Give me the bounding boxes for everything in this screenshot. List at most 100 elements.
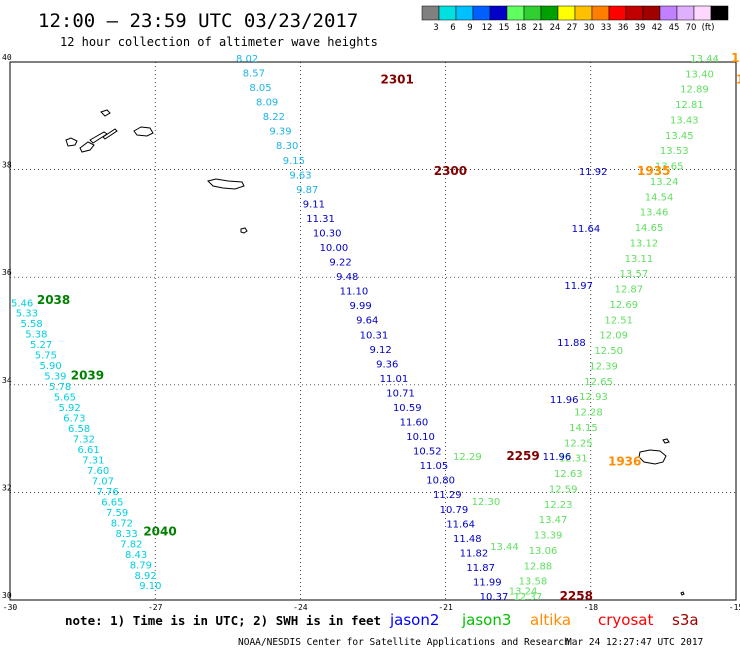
wave-height-value: 10.10 (406, 432, 435, 443)
wave-height-value: 13.12 (630, 238, 659, 249)
wave-height-value: 12.88 (524, 561, 553, 572)
island-outline (89, 131, 108, 144)
pass-time-label: 2300 (434, 164, 467, 178)
colorbar-label: 18 (516, 23, 527, 33)
wave-height-value: 5.65 (54, 393, 76, 404)
colorbar-label: 27 (567, 23, 578, 33)
wave-height-value: 7.59 (106, 508, 128, 519)
wave-height-value: 12.30 (472, 497, 501, 508)
wave-height-value: 13.53 (660, 146, 689, 157)
wave-height-value: 7.07 (92, 476, 114, 487)
colorbar-label: 12 (482, 23, 493, 33)
colorbar-swatch (557, 5, 576, 21)
pass-time-label: 2039 (71, 368, 104, 382)
wave-height-value: 13.58 (519, 577, 548, 588)
track-jason3: 13.44 13.40 12.89 12.81 13.43 13.45 13.53 13.65… (514, 54, 719, 603)
wave-height-value: 5.39 (44, 372, 66, 383)
colorbar-label: 15 (499, 23, 510, 33)
wave-height-value: 12.51 (604, 315, 633, 326)
wave-height-value: 13.44 (490, 542, 519, 553)
colorbar-swatch (421, 5, 440, 21)
pass-time-label: 1936 (608, 455, 641, 469)
wave-height-value: 10.79 (440, 505, 469, 516)
wave-height-value: 11.48 (453, 534, 482, 545)
wave-height-value: 6.61 (77, 445, 99, 456)
wave-height-value: 13.43 (670, 115, 699, 126)
colorbar-label: 45 (669, 23, 680, 33)
wave-height-value: 12.65 (584, 377, 613, 388)
island-outline (100, 109, 111, 117)
pass-time-label: 19 (731, 51, 740, 65)
wave-height-value: 8.33 (115, 529, 137, 540)
wave-height-value: 5.27 (30, 340, 52, 351)
wave-height-value: 12.28 (574, 408, 603, 419)
colorbar-swatch (523, 5, 542, 21)
wave-height-value: 14.15 (569, 423, 598, 434)
wave-height-value: 5.33 (16, 309, 38, 320)
wave-height-value: 13.47 (539, 515, 568, 526)
wave-height-value: 12.89 (680, 85, 709, 96)
wave-height-value: 7.82 (120, 539, 142, 550)
satellite-legend-s3a: s3a (672, 611, 699, 629)
wave-height-value: 14.65 (635, 223, 664, 234)
wave-height-value: 12.50 (594, 346, 623, 357)
credit-line: NOAA/NESDIS Center for Satellite Applica… (238, 637, 570, 648)
wave-height-value: 11.01 (380, 374, 409, 385)
wave-height-value: 5.78 (49, 382, 71, 393)
wave-height-value: 11.99 (473, 577, 502, 588)
track-jason3-b: 12.29 12.30 13.44 13.24 2258 (453, 452, 593, 603)
wave-height-value: 9.48 (336, 272, 358, 283)
wave-height-value: 8.02 (236, 54, 258, 65)
wave-height-value: 10.52 (413, 447, 442, 458)
colorbar-label: 24 (550, 23, 561, 33)
colorbar-swatch (608, 5, 627, 21)
lat-tick-label: 40 (2, 53, 12, 62)
colorbar-label: 6 (450, 23, 455, 33)
timestamp: Mar 24 12:27:47 UTC 2017 (566, 637, 703, 648)
wave-height-value: 11.96 (550, 395, 579, 406)
colorbar-label: 30 (584, 23, 595, 33)
track-jason2: 8.02 8.57 8.05 8.09 8.22 9.39 8.30 9.15 9.63 9.87… (236, 54, 540, 603)
wave-height-value: 10.59 (393, 403, 422, 414)
wave-height-value: 7.32 (73, 435, 95, 446)
colorbar-swatch (472, 5, 491, 21)
wave-height-value: 5.75 (35, 351, 57, 362)
lon-tick-label: -15 (729, 603, 740, 612)
wave-height-value: 13.24 (509, 587, 538, 598)
wave-height-value: 5.90 (39, 361, 61, 372)
island-outline (240, 227, 248, 234)
colorbar-swatch (625, 5, 644, 21)
colorbar-label: 39 (635, 23, 646, 33)
wave-height-value: 10.80 (426, 476, 455, 487)
wave-height-value: 13.24 (650, 177, 679, 188)
wave-height-value: 11.29 (433, 490, 462, 501)
wave-height-value: 13.06 (529, 546, 558, 557)
colorbar-swatch (693, 5, 712, 21)
wave-height-value: 11.64 (572, 224, 601, 235)
wave-height-value: 5.38 (25, 330, 47, 341)
wave-height-value: 9.11 (303, 199, 325, 210)
island-outline (207, 178, 245, 190)
wave-height-value: 9.12 (369, 345, 391, 356)
wave-height-value: 12.23 (544, 500, 573, 511)
wave-height-value: 9.64 (356, 316, 378, 327)
satellite-legend-jason3: jason3 (461, 611, 511, 629)
wave-height-value: 10.00 (320, 243, 349, 254)
colorbar-swatch (574, 5, 593, 21)
footnote: note: 1) Time is in UTC; 2) SWH is in fe… (65, 613, 381, 628)
wave-height-value: 6.73 (63, 414, 85, 425)
wave-height-value: 11.60 (400, 418, 429, 429)
wave-height-value: 9.10 (139, 581, 161, 592)
lat-lon-grid (10, 62, 736, 600)
wave-height-value: 13.39 (534, 531, 563, 542)
wave-height-value: 8.57 (243, 69, 265, 80)
colorbar-swatch (489, 5, 508, 21)
wave-height-value: 7.31 (82, 455, 104, 466)
wave-height-value: 13.57 (620, 269, 649, 280)
pass-time-label: 2259 (506, 449, 539, 463)
wave-height-value: 8.72 (111, 518, 133, 529)
wave-height-value: 11.05 (420, 461, 449, 472)
colorbar-swatch (591, 5, 610, 21)
wave-height-value: 12.63 (554, 469, 583, 480)
wave-height-value: 12.37 (514, 592, 543, 603)
